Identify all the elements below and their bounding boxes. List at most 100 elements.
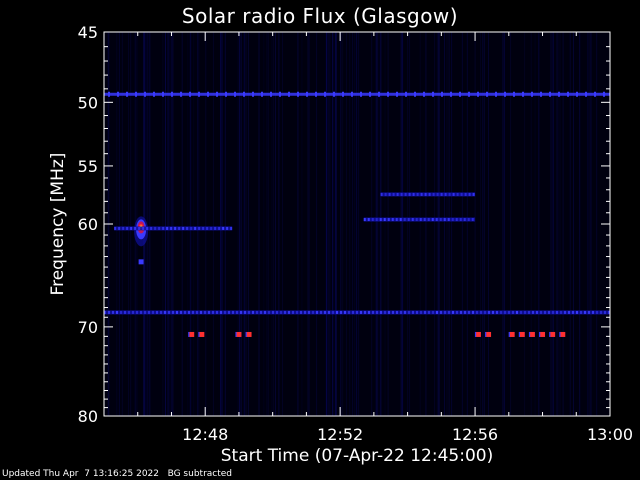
interference-mark [236,331,242,337]
band-pixel [122,226,125,230]
line-dot [504,91,506,97]
band-pixel [112,310,114,314]
band-pixel [400,310,402,314]
noise-streak [278,32,280,416]
noise-streak [307,32,309,416]
noise-streak [220,32,222,416]
band-pixel [420,310,422,314]
line-dot [306,91,308,97]
noise-streak [170,32,172,416]
band-pixel [138,226,141,230]
noise-streak [187,32,189,416]
x-tick-label: 12:52 [317,425,363,444]
line-dot [225,91,227,97]
noise-streak [590,32,592,416]
band-pixel [332,310,334,314]
band-pixel [504,310,506,314]
line-dot [513,91,515,97]
y-tick-label: 55 [78,157,98,176]
band-pixel [212,310,214,314]
band-pixel [214,226,217,230]
noise-streak [400,32,402,416]
band-pixel [592,310,594,314]
x-tick-label: 12:48 [182,425,228,444]
noise-streak [128,32,130,416]
band-pixel [248,310,250,314]
noise-streak [172,32,174,416]
band-pixel [184,310,186,314]
interference-mark [509,331,515,337]
noise-streak [562,32,564,416]
interference-mark [519,331,525,337]
band-pixel [423,218,426,222]
band-pixel [144,310,146,314]
noise-streak [384,32,386,416]
band-pixel [439,218,442,222]
band-pixel [472,192,475,196]
band-pixel [436,192,439,196]
line-dot [441,91,443,97]
y-axis-label: Frequency [MHz] [48,152,68,296]
interference-mark-edge [198,331,200,337]
interference-mark [189,331,195,337]
noise-streak [444,32,445,416]
band-pixel [336,310,338,314]
band-pixel [452,192,455,196]
band-pixel [580,310,582,314]
band-pixel [146,226,149,230]
noise-streak [237,32,239,416]
noise-streak [149,32,151,416]
noise-streak [510,32,512,416]
noise-streak [377,32,379,416]
band-pixel [451,218,454,222]
band-pixel [198,226,201,230]
noise-streak [573,32,574,416]
noise-streak [552,32,554,416]
band-pixel [268,310,270,314]
noise-streak [375,32,377,416]
band-pixel [387,218,390,222]
line-dot [315,91,317,97]
noise-streak [380,32,382,416]
band-pixel [363,218,366,222]
band-pixel [384,192,387,196]
line-dot [486,91,488,97]
interference-mark-edge [235,331,237,337]
band-pixel [404,192,407,196]
band-pixel [560,310,562,314]
noise-streak [559,32,561,416]
noise-streak [162,32,164,416]
band-pixel [464,310,466,314]
interference-mark-edge [559,331,561,337]
noise-streak [587,32,589,416]
line-dot [117,91,119,97]
interference-mark [486,331,492,337]
band-pixel [464,192,467,196]
noise-streak [349,32,351,416]
band-pixel [420,192,423,196]
band-pixel [240,310,242,314]
noise-streak [589,32,591,416]
noise-streak [407,32,409,416]
band-pixel [252,310,254,314]
band-pixel [447,218,450,222]
band-pixel [448,192,451,196]
band-pixel [412,310,414,314]
band-pixel [272,310,274,314]
noise-streak [401,32,403,416]
band-pixel [114,226,117,230]
noise-streak [334,32,336,416]
band-pixel [372,310,374,314]
band-pixel [512,310,514,314]
noise-streak [171,32,173,416]
noise-streak [198,32,200,416]
noise-streak [557,32,559,416]
band-pixel [432,192,435,196]
band-pixel [400,192,403,196]
line-dot [207,91,209,97]
noise-streak [297,32,299,416]
line-dot [189,91,191,97]
line-dot [279,91,281,97]
band-pixel [392,192,395,196]
band-pixel [395,218,398,222]
